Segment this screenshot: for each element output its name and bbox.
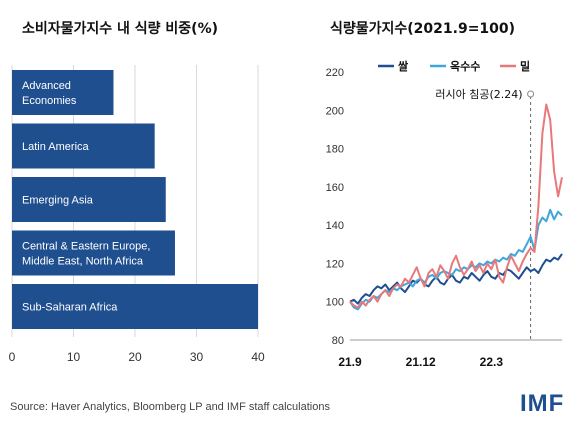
line-y-tick-label: 80 — [332, 335, 344, 347]
line-y-tick-label: 100 — [326, 297, 344, 309]
bar — [12, 284, 258, 329]
legend-label-corn: 옥수수 — [450, 60, 480, 73]
bar-x-tick-label: 20 — [128, 350, 142, 364]
bar-category-label: Sub-Saharan Africa — [22, 302, 118, 314]
legend-label-rice: 쌀 — [398, 59, 408, 73]
bar-category-label: Middle East, North Africa — [22, 256, 144, 268]
bar-x-tick-label: 40 — [251, 350, 265, 364]
bar-category-label: Central & Eastern Europe, — [22, 241, 150, 253]
bar-x-tick-label: 10 — [67, 350, 81, 364]
line-chart-title: 식량물가지수(2021.9=100) — [330, 21, 516, 37]
imf-logo: IMF — [520, 390, 565, 417]
bar — [12, 70, 114, 115]
bar — [12, 230, 175, 276]
line-x-tick-label: 21.12 — [406, 355, 436, 369]
line-y-tick-label: 220 — [326, 67, 344, 79]
series-line-wheat — [349, 103, 563, 309]
line-y-tick-label: 140 — [326, 220, 344, 232]
invasion-marker — [527, 90, 535, 98]
line-y-tick-label: 180 — [326, 144, 344, 156]
bar-category-label: Emerging Asia — [22, 195, 94, 207]
line-x-tick-label: 21.9 — [338, 355, 362, 369]
line-x-tick-label: 22.3 — [480, 355, 504, 369]
series-line-rice — [349, 253, 563, 305]
bar-category-label: Advanced — [22, 80, 71, 92]
bar-chart-title: 소비자물가지수 내 식량 비중(%) — [22, 21, 219, 37]
bar-category-label: Economies — [22, 95, 77, 107]
line-y-tick-label: 120 — [326, 258, 344, 270]
bar-x-tick-label: 30 — [190, 350, 204, 364]
bar-x-tick-label: 0 — [9, 350, 16, 364]
line-y-tick-label: 160 — [326, 182, 344, 194]
line-y-tick-label: 200 — [326, 105, 344, 117]
bar — [12, 177, 166, 222]
bar — [12, 123, 155, 169]
legend-label-wheat: 밀 — [520, 60, 530, 73]
source-note: Source: Haver Analytics, Bloomberg LP an… — [10, 401, 330, 413]
bar-category-label: Latin America — [22, 141, 90, 153]
invasion-annotation: 러시아 침공(2.24) — [435, 88, 522, 101]
